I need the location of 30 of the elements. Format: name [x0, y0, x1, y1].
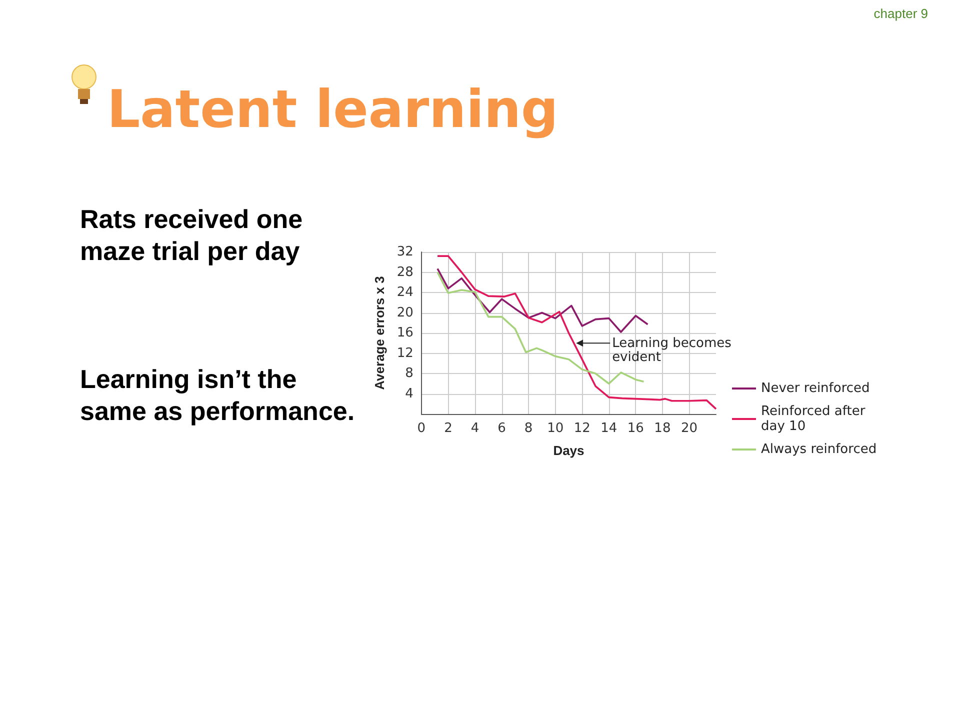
y-tick-label: 24: [396, 285, 414, 300]
x-tick-label: 12: [574, 421, 590, 436]
y-tick-label: 4: [405, 386, 414, 402]
legend-label: Always reinforced: [761, 442, 877, 457]
y-tick-label: 12: [396, 346, 414, 361]
x-axis-title: Days: [553, 443, 584, 458]
y-tick-label: 20: [396, 305, 414, 320]
legend-label: Never reinforced: [761, 381, 870, 396]
x-tick-label: 18: [654, 421, 671, 436]
y-tick-label: 32: [396, 244, 414, 260]
text: Learning isn’t the same as performance.: [80, 364, 356, 428]
y-tick-label: 16: [396, 326, 414, 340]
y-tick-label: 28: [396, 264, 414, 280]
y-axis-title: Average errors x 3: [372, 276, 387, 390]
annotation: Learning becomes evident: [612, 336, 732, 366]
text: chapter 9: [874, 6, 928, 21]
x-tick-label: 14: [600, 421, 618, 436]
x-tick-label: 6: [498, 421, 506, 436]
x-tick-label: 4: [470, 421, 480, 436]
text: Rats received one maze trial per day: [80, 204, 304, 268]
x-tick-label: 0: [417, 421, 426, 436]
line-series: [436, 268, 649, 333]
x-tick-label: 10: [547, 421, 564, 436]
x-tick-label: 8: [524, 421, 533, 436]
x-tick-label: 2: [444, 421, 452, 436]
x-tick-label: 16: [627, 421, 644, 436]
chart-title: Latent learning: [107, 80, 558, 140]
legend-label: Reinforced after day 10: [761, 404, 870, 434]
x-tick-label: 20: [680, 421, 698, 436]
y-tick-label: 8: [405, 366, 414, 381]
